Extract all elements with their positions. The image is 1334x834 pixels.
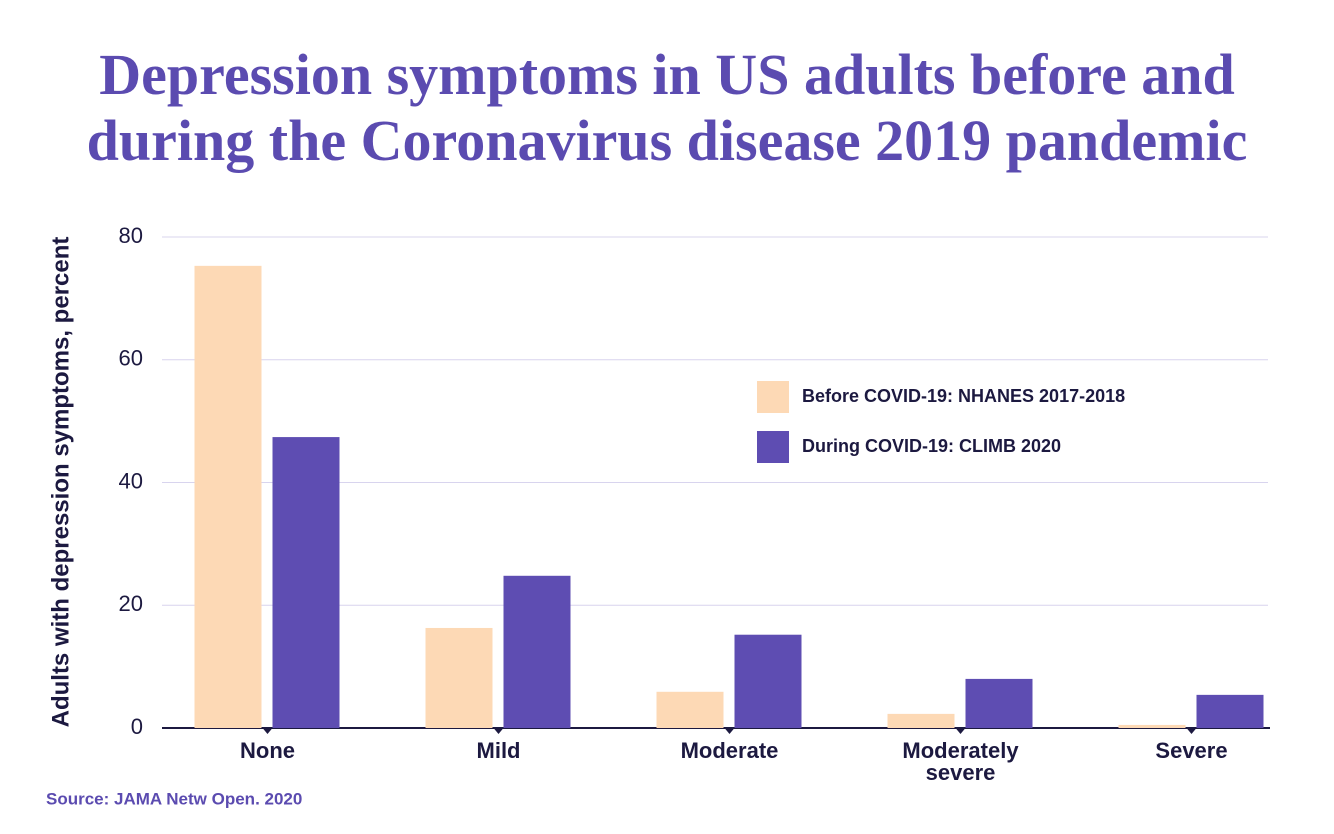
x-tick [724,728,735,734]
bar [887,713,955,728]
y-tick-label: 20 [119,591,143,616]
source: Source: JAMA Netw Open. 2020 [46,789,302,808]
chart-title: Depression symptoms in US adults before … [86,42,1248,173]
x-tick [262,728,273,734]
legend-swatch [757,431,789,463]
bar [734,634,802,728]
x-tick [493,728,504,734]
x-tick [1186,728,1197,734]
bar [272,437,340,728]
bar [965,678,1033,728]
y-tick-label: 60 [119,346,143,371]
legend-swatch [757,381,789,413]
x-tick-label: Moderately severe [902,738,1019,785]
bar [503,575,571,728]
bar [194,265,262,728]
x-tick-label: Severe [1155,738,1227,763]
legend-label: During COVID-19: CLIMB 2020 [802,436,1061,456]
x-tick-label-line: Moderately [902,738,1019,763]
x-tick-label: Mild [477,738,521,763]
legend-label: Before COVID-19: NHANES 2017-2018 [802,386,1125,406]
x-tick [955,728,966,734]
y-tick-label: 40 [119,468,143,493]
x-tick-label-line: severe [926,760,996,785]
y-axis-label: Adults with depression symptoms, percent [47,237,74,728]
bar [656,691,724,728]
y-tick-label: 80 [119,223,143,248]
bar [425,627,493,728]
x-tick-label: None [240,738,295,763]
bar [1196,694,1264,728]
bar [1118,724,1186,728]
x-tick-label: Moderate [681,738,779,763]
y-tick-label: 0 [131,714,143,739]
